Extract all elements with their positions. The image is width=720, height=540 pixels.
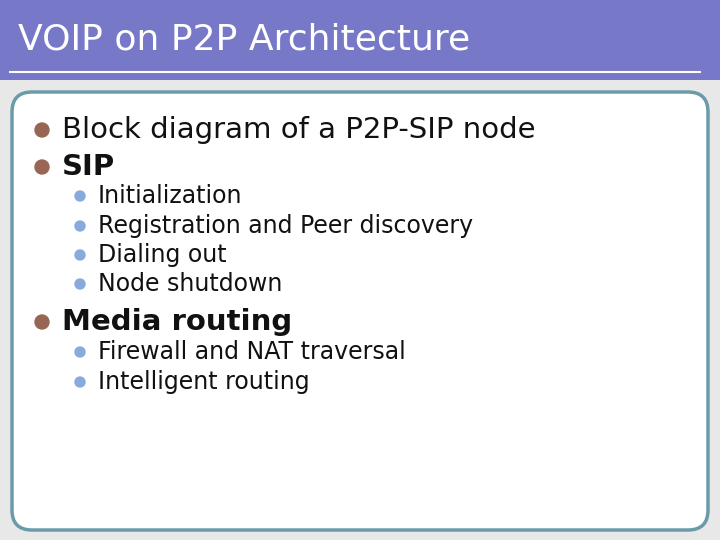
Text: Initialization: Initialization bbox=[98, 184, 243, 208]
Circle shape bbox=[75, 191, 85, 201]
Circle shape bbox=[75, 221, 85, 231]
Text: VOIP on P2P Architecture: VOIP on P2P Architecture bbox=[18, 23, 470, 57]
Text: SIP: SIP bbox=[62, 153, 115, 181]
Text: Firewall and NAT traversal: Firewall and NAT traversal bbox=[98, 340, 406, 364]
Text: Block diagram of a P2P-SIP node: Block diagram of a P2P-SIP node bbox=[62, 116, 536, 144]
Text: Node shutdown: Node shutdown bbox=[98, 272, 282, 296]
Circle shape bbox=[35, 160, 49, 174]
Text: Intelligent routing: Intelligent routing bbox=[98, 370, 310, 394]
Text: Dialing out: Dialing out bbox=[98, 243, 227, 267]
Text: Registration and Peer discovery: Registration and Peer discovery bbox=[98, 214, 473, 238]
Circle shape bbox=[75, 347, 85, 357]
Circle shape bbox=[75, 279, 85, 289]
Bar bbox=[0, 0, 720, 80]
Circle shape bbox=[35, 315, 49, 329]
Text: Media routing: Media routing bbox=[62, 308, 292, 336]
FancyBboxPatch shape bbox=[12, 92, 708, 530]
Circle shape bbox=[75, 250, 85, 260]
Circle shape bbox=[35, 123, 49, 137]
Circle shape bbox=[75, 377, 85, 387]
